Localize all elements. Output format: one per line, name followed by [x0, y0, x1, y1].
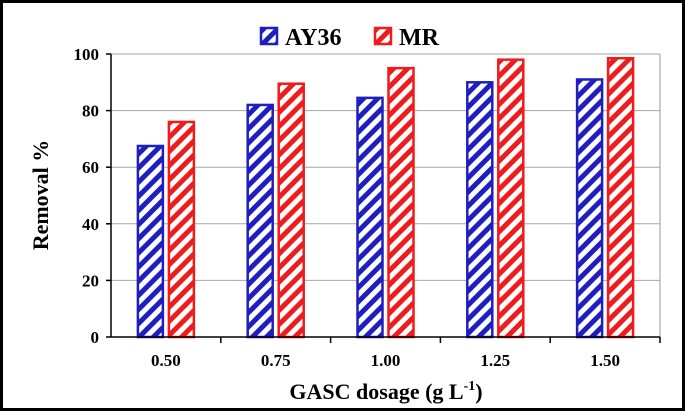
x-ticks: 0.50 0.75 1.00 1.25 1.50 [151, 337, 661, 370]
bar-chart: AY36 MR 0 20 40 60 80 100 0.50 0.75 1.00 1.25 1.5… [28, 25, 661, 404]
bar-ay36 [466, 81, 494, 339]
x-axis-title: GASC dosage (g L-1) [289, 379, 482, 404]
bar-mr [497, 58, 525, 339]
x-tick-label: 1.25 [480, 351, 510, 370]
y-tick-label: 80 [82, 102, 99, 121]
bar-mr [167, 120, 196, 339]
legend-swatch-ay36 [259, 26, 279, 46]
bar-ay36 [136, 144, 165, 339]
y-tick-label: 100 [74, 45, 100, 64]
y-tick-label: 60 [82, 158, 99, 177]
legend-label-ay36: AY36 [285, 25, 341, 51]
x-tick-label: 1.00 [371, 351, 401, 370]
bar-ay36 [575, 78, 604, 339]
bars [136, 56, 635, 339]
x-tick-label: 0.75 [261, 351, 291, 370]
y-tick-label: 40 [82, 215, 99, 234]
legend-label-mr: MR [399, 25, 440, 51]
y-tick-label: 0 [91, 328, 100, 347]
x-axis-title-superscript: -1 [464, 379, 476, 394]
plot-area [110, 53, 661, 338]
x-axis-title-main: GASC dosage (g L [289, 379, 463, 404]
bar-ay36 [246, 103, 274, 339]
gridlines [111, 53, 660, 281]
y-tick-label: 20 [82, 271, 99, 290]
bar-mr [387, 66, 415, 339]
y-axis-title: Removal % [28, 140, 53, 251]
x-axis-title-suffix: ) [475, 379, 482, 404]
y-ticks: 0 20 40 60 80 100 [74, 45, 111, 347]
legend-swatch-mr [373, 26, 393, 46]
legend: AY36 MR [259, 25, 440, 51]
x-tick-label: 0.50 [151, 351, 181, 370]
bar-ay36 [356, 96, 384, 339]
bar-mr [277, 82, 305, 339]
x-tick-label: 1.50 [590, 351, 620, 370]
bar-mr [606, 56, 635, 339]
